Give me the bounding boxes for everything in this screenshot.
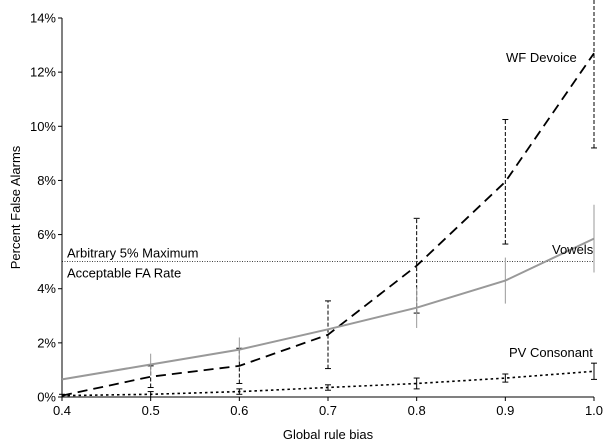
x-axis-title: Global rule bias	[283, 427, 374, 442]
y-tick-label: 6%	[37, 227, 56, 242]
series-line	[61, 370, 595, 397]
y-tick-label: 14%	[30, 11, 56, 26]
reference-line-group: Arbitrary 5% Maximum Acceptable FA Rate	[62, 246, 594, 281]
x-tick-label: 0.7	[319, 403, 337, 418]
series-label-wf-devoice: WF Devoice	[506, 50, 577, 65]
series-label-pv-consonant: PV Consonant	[509, 345, 593, 360]
axes: 0% 2% 4% 6% 8% 10% 12% 14% 0.4 0.5 0.6 0.7 0.8 0.9 1.…	[30, 11, 603, 419]
x-ticks: 0.4 0.5 0.6 0.7 0.8 0.9 1.0	[53, 397, 603, 418]
series-line	[61, 237, 595, 381]
y-ticks: 0% 2% 4% 6% 8% 10% 12% 14%	[30, 11, 62, 405]
series-pv-consonant	[61, 362, 597, 398]
y-tick-label: 10%	[30, 119, 56, 134]
x-tick-label: 0.9	[496, 403, 514, 418]
y-tick-label: 0%	[37, 390, 56, 405]
x-tick-label: 1.0	[585, 403, 603, 418]
x-tick-label: 0.4	[53, 403, 71, 418]
series-group	[59, 0, 597, 398]
series-line	[61, 52, 595, 397]
y-tick-label: 12%	[30, 65, 56, 80]
y-tick-label: 8%	[37, 173, 56, 188]
series-vowels	[61, 204, 595, 381]
x-tick-label: 0.8	[408, 403, 426, 418]
series-label-vowels: Vowels	[552, 242, 594, 257]
y-tick-label: 2%	[37, 335, 56, 350]
x-tick-label: 0.6	[230, 403, 248, 418]
x-tick-label: 0.5	[142, 403, 160, 418]
y-tick-label: 4%	[37, 281, 56, 296]
series-labels: WF Devoice Vowels PV Consonant	[506, 50, 594, 360]
y-axis-title: Percent False Alarms	[8, 145, 23, 269]
reference-label-line2: Acceptable FA Rate	[67, 266, 181, 281]
reference-label-line1: Arbitrary 5% Maximum	[67, 246, 198, 261]
